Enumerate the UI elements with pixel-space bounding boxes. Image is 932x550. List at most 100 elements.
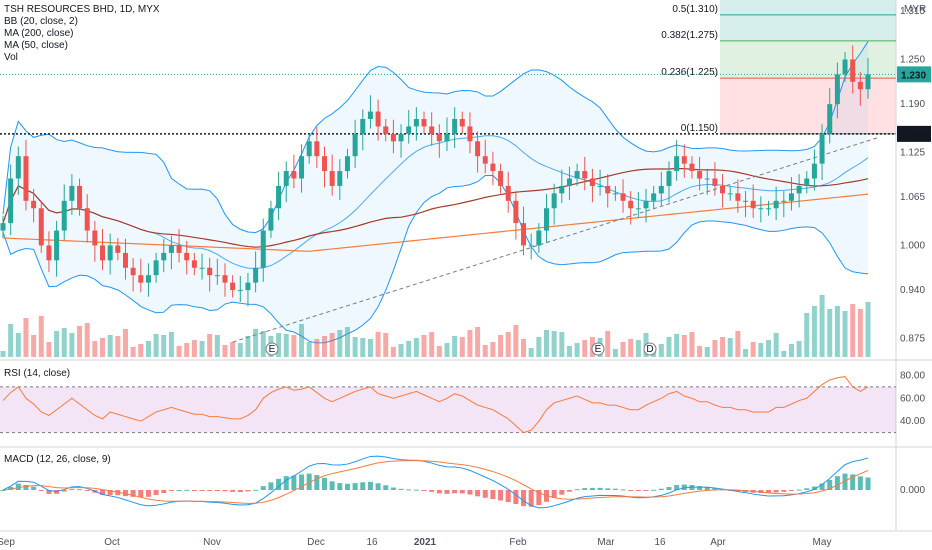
macd-histogram-bar [15, 483, 21, 490]
candle-body [237, 290, 243, 292]
bollinger-lower-line [2, 174, 869, 344]
macd-histogram-bar [574, 489, 580, 491]
macd-histogram-bar [459, 490, 465, 494]
candle-body [689, 163, 695, 172]
volume-bar [421, 335, 427, 357]
volume-bar [834, 306, 840, 357]
macd-histogram-bar [222, 490, 228, 492]
volume-bar [857, 309, 863, 357]
candle-body [697, 171, 703, 179]
candle-body [46, 245, 52, 261]
volume-bar [467, 330, 473, 357]
volume-bar [138, 344, 144, 357]
candle-body [92, 230, 98, 246]
candle-body [100, 245, 106, 261]
volume-bar [536, 337, 542, 357]
volume-bar [758, 343, 764, 357]
candle-body [543, 208, 549, 231]
event-marker[interactable]: D [643, 342, 657, 356]
macd-histogram-bar [268, 482, 274, 490]
candle-body [15, 156, 21, 179]
volume-bar [92, 341, 98, 357]
candle-body [834, 74, 840, 105]
volume-bars [0, 295, 871, 357]
candle-body [245, 282, 251, 291]
volume-bar [505, 332, 511, 357]
candle-body [367, 111, 373, 119]
rsi-axis-tick: 80.00 [900, 370, 925, 381]
event-marker[interactable]: E [265, 342, 279, 356]
volume-bar [130, 347, 136, 357]
time-axis-tick: Oct [104, 537, 120, 548]
volume-bar [46, 342, 52, 357]
candle-body [291, 171, 297, 179]
macd-histogram-bar [505, 490, 511, 503]
macd-histogram-bar [674, 485, 680, 490]
macd-histogram-bar [712, 488, 718, 490]
macd-histogram-bar [214, 490, 220, 491]
macd-histogram-bar [681, 484, 687, 490]
volume-bar [704, 347, 710, 357]
candle-body [850, 59, 856, 82]
volume-bar [697, 346, 703, 357]
macd-histogram-bar [38, 490, 44, 491]
candle-body [727, 193, 733, 195]
volume-bar [551, 331, 557, 357]
macd-histogram-bar [834, 476, 840, 490]
macd-histogram-bar [153, 490, 159, 495]
macd-histogram-bar [199, 490, 205, 491]
macd-histogram-bar [559, 490, 565, 495]
candle-body [566, 178, 572, 186]
candle-body [597, 185, 603, 187]
candle-body [54, 230, 60, 261]
candle-body [398, 133, 404, 142]
volume-bar [276, 333, 282, 357]
macd-histogram-bar [100, 490, 106, 495]
macd-histogram-bar [566, 490, 572, 492]
candle-body [360, 119, 366, 134]
volume-bar [735, 331, 741, 357]
macd-histogram-bar [605, 488, 611, 490]
macd-histogram-bar [322, 477, 328, 490]
candle-body [444, 133, 450, 142]
price-axis-tick: 1.125 [900, 147, 925, 158]
macd-histogram-bar [367, 481, 373, 490]
volume-bar [796, 341, 802, 357]
macd-histogram-bar [635, 490, 641, 491]
macd-histogram-bar [612, 488, 618, 490]
macd-histogram-bar [69, 489, 75, 491]
volume-bar [38, 316, 44, 357]
volume-bar [727, 338, 733, 357]
candle-body [620, 193, 626, 201]
volume-bar [299, 324, 305, 357]
macd-histogram-bar [536, 490, 542, 506]
volume-bar [781, 351, 787, 357]
volume-bar [635, 340, 641, 357]
macd-histogram-bar [145, 490, 151, 497]
candle-body [38, 208, 44, 246]
candle-body [674, 156, 680, 172]
candle-body [268, 208, 274, 231]
time-axis-tick: May [813, 537, 832, 548]
volume-bar [574, 343, 580, 357]
volume-bar [253, 329, 259, 357]
macd-histogram-bar [452, 490, 458, 494]
time-axis-tick: Feb [509, 537, 527, 548]
candle-body [84, 208, 90, 231]
time-axis-tick: Mar [597, 537, 615, 548]
volume-bar [436, 346, 442, 357]
volume-bar [482, 345, 488, 357]
macd-histogram-bar [283, 476, 289, 490]
ma50-line [2, 167, 869, 248]
volume-bar [850, 304, 856, 357]
event-marker[interactable]: E [591, 342, 605, 356]
candle-body [184, 252, 190, 261]
volume-bar [804, 313, 810, 357]
macd-signal-line [2, 460, 869, 504]
indicator-label: MA (50, close) [4, 40, 68, 51]
volume-bar [207, 334, 213, 357]
volume-bar [176, 346, 182, 357]
macd-histogram-bar [138, 490, 144, 498]
volume-bar [582, 340, 588, 357]
